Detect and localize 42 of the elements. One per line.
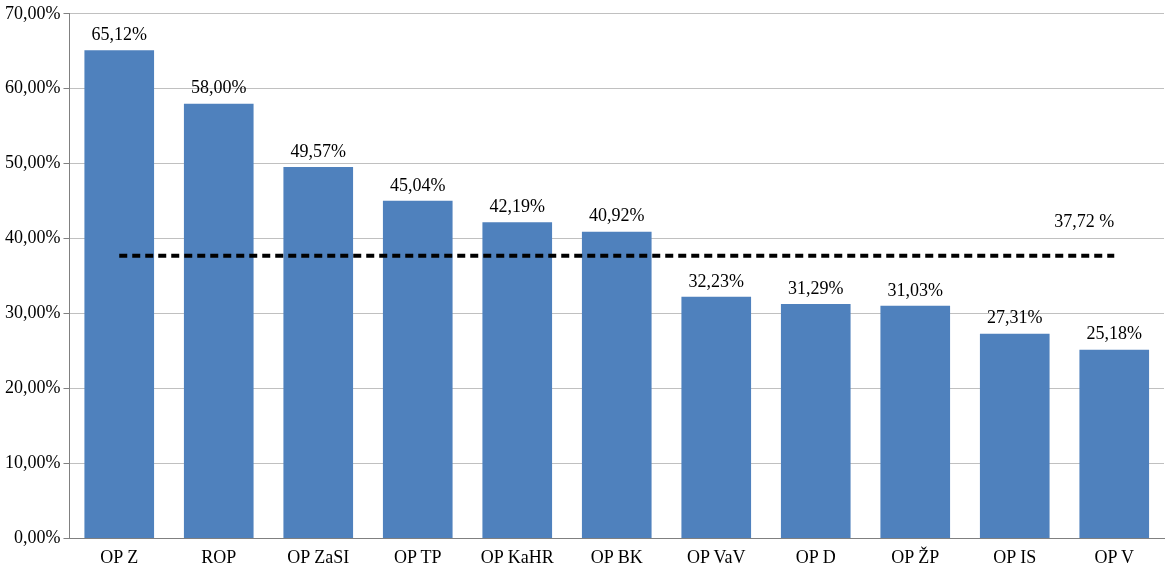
- bar: [780, 303, 851, 538]
- data-label: 49,57%: [290, 140, 346, 161]
- data-label: 31,03%: [887, 279, 943, 300]
- ref-line-label: 37,72 %: [1054, 211, 1115, 232]
- x-tick-label: OP ŽP: [891, 545, 940, 567]
- data-label: 31,29%: [788, 277, 844, 298]
- data-label: 40,92%: [589, 205, 645, 226]
- y-tick-label: 10,00%: [4, 452, 61, 473]
- x-tick-label: ROP: [201, 546, 237, 567]
- y-tick-label: 70,00%: [4, 2, 61, 23]
- x-tick-label: OP VaV: [686, 546, 746, 567]
- bar: [183, 103, 254, 538]
- y-tick-label: 30,00%: [4, 302, 61, 323]
- data-label: 58,00%: [190, 77, 247, 98]
- data-label: 25,18%: [1086, 323, 1142, 344]
- y-tick-label: 20,00%: [4, 377, 61, 398]
- data-label: 45,04%: [390, 174, 446, 195]
- x-tick-label: OP BK: [590, 546, 643, 567]
- x-tick-label: OP D: [795, 546, 836, 567]
- data-label: 65,12%: [91, 24, 147, 45]
- bar: [283, 166, 354, 538]
- bar: [482, 222, 553, 538]
- y-tick-label: 40,00%: [4, 227, 61, 248]
- data-label: 27,31%: [987, 307, 1043, 328]
- bar: [581, 231, 652, 538]
- x-tick-label: OP IS: [993, 546, 1037, 567]
- bar: [880, 305, 951, 538]
- y-tick-label: 60,00%: [4, 77, 61, 98]
- bar: [84, 50, 155, 538]
- x-tick-label: OP TP: [393, 546, 442, 567]
- y-tick-label: 50,00%: [4, 152, 61, 173]
- bar: [681, 296, 752, 538]
- bar: [979, 333, 1050, 538]
- x-tick-label: OP KaHR: [480, 546, 554, 567]
- bar: [382, 200, 453, 538]
- bar: [1079, 349, 1150, 538]
- x-tick-label: OP Z: [100, 546, 139, 567]
- data-label: 42,19%: [489, 195, 545, 216]
- y-tick-label: 0,00%: [13, 527, 61, 548]
- x-tick-label: OP ZaSI: [287, 546, 350, 567]
- x-tick-label: OP V: [1094, 546, 1135, 567]
- data-label: 32,23%: [688, 270, 744, 291]
